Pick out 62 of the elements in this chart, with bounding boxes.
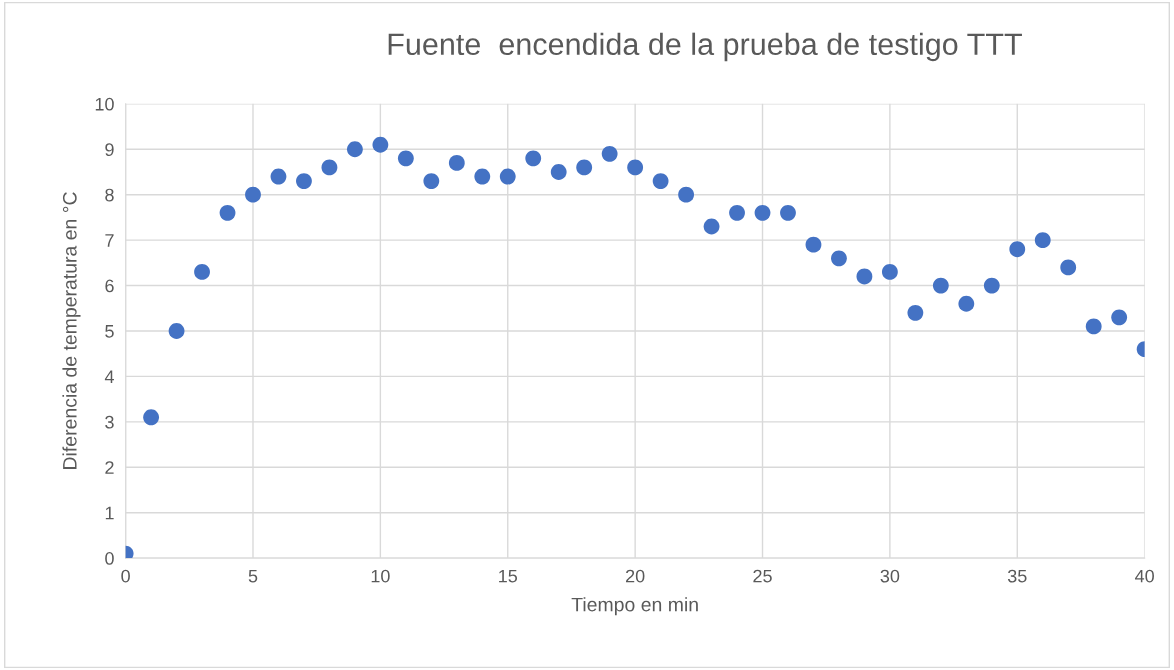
x-tick-label: 0 (121, 569, 130, 583)
point (601, 145, 618, 162)
point (678, 186, 694, 203)
point (881, 264, 898, 280)
x-tick-label: 40 (1135, 569, 1154, 583)
point (652, 173, 669, 189)
point (958, 295, 975, 312)
point (983, 277, 1000, 294)
y-tick-label: 0 (105, 552, 114, 565)
point (245, 186, 261, 203)
point (932, 277, 949, 294)
y-tick-label: 6 (105, 279, 114, 293)
point (321, 159, 338, 176)
point (397, 150, 414, 167)
point (499, 168, 516, 185)
point (856, 268, 873, 285)
y-tick-label: 7 (105, 234, 114, 247)
point (372, 136, 389, 153)
y-tick-label: 4 (104, 370, 114, 383)
point (270, 168, 287, 185)
y-tick-label: 8 (105, 188, 114, 202)
point (1111, 309, 1128, 326)
point (627, 159, 644, 176)
y-tick-label: 1 (105, 506, 114, 520)
y-tick-label: 10 (95, 97, 114, 111)
point (576, 159, 593, 176)
point (143, 409, 160, 426)
point (754, 204, 771, 221)
y-tick-label: 3 (105, 415, 114, 429)
point (805, 236, 822, 253)
point (1085, 318, 1102, 335)
point (1060, 259, 1077, 276)
x-tick-label: 35 (1007, 569, 1027, 583)
point (1009, 241, 1026, 258)
x-tick-label: 30 (880, 569, 900, 583)
x-tick-label: 15 (499, 569, 518, 583)
point (219, 204, 236, 221)
x-tick-label: 10 (371, 569, 390, 583)
y-tick-label: 2 (105, 461, 114, 474)
point (346, 141, 363, 158)
point (423, 173, 440, 189)
point (1034, 232, 1051, 249)
x-tick-label: 25 (753, 569, 772, 583)
point (474, 168, 491, 185)
point (831, 250, 847, 267)
point (550, 164, 567, 180)
point (703, 218, 720, 235)
x-axis-title: Tiempo en min (571, 597, 698, 616)
point (525, 150, 542, 167)
y-tick-label: 9 (105, 143, 114, 156)
point (907, 304, 924, 321)
x-tick-label: 5 (248, 569, 258, 583)
y-tick-label: 5 (105, 325, 114, 338)
point (780, 204, 796, 221)
x-tick-label: 20 (626, 569, 645, 583)
point (296, 173, 312, 189)
y-axis-title: Diferencia de temperatura en °C (62, 192, 81, 469)
point (194, 264, 210, 280)
point (448, 154, 465, 171)
point (729, 204, 745, 221)
chart-title: Fuente encendida de la prueba de testigo TTT (388, 32, 1022, 62)
point (168, 323, 185, 339)
